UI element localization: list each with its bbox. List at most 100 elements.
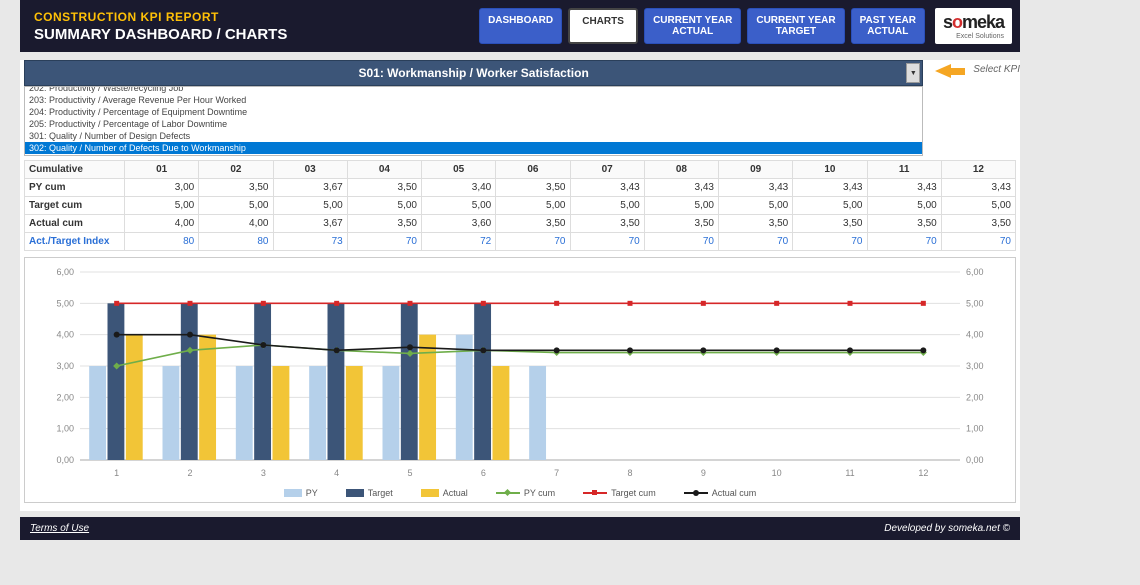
kpi-item[interactable]: 302: Quality / Number of Defects Due to … [25,142,922,154]
cell: 5,00 [719,197,793,215]
svg-text:6,00: 6,00 [966,267,984,277]
row-label: PY cum [25,179,125,197]
table-col-header: 10 [793,161,867,179]
kpi-item[interactable]: 205: Productivity / Percentage of Labor … [25,118,922,130]
nav-current-year-actual[interactable]: CURRENT YEARACTUAL [644,8,741,44]
cell: 3,60 [422,215,496,233]
legend-item: PY cum [496,488,555,498]
svg-text:0,00: 0,00 [966,455,984,465]
legend-item: Target [346,488,393,498]
cell: 3,43 [793,179,867,197]
cell: 3,50 [867,215,941,233]
footer-credit: Developed by someka.net © [884,523,1010,534]
table-row: Target cum5,005,005,005,005,005,005,005,… [25,197,1016,215]
table-col-header: 04 [347,161,421,179]
cell: 5,00 [644,197,718,215]
legend-label: PY cum [524,488,555,498]
cell: 4,00 [199,215,273,233]
cell: 5,00 [273,197,347,215]
kpi-item[interactable]: 301: Quality / Number of Design Defects [25,130,922,142]
legend-label: PY [306,488,318,498]
table-col-header: 02 [199,161,273,179]
cell: 5,00 [867,197,941,215]
cell: 5,00 [347,197,421,215]
cell: 3,43 [941,179,1015,197]
cell: 80 [125,233,199,251]
nav-current-year-target[interactable]: CURRENT YEARTARGET [747,8,844,44]
svg-text:4: 4 [334,468,339,478]
row-label: Target cum [25,197,125,215]
svg-text:11: 11 [845,468,854,478]
svg-text:1: 1 [114,468,119,478]
svg-text:4,00: 4,00 [966,330,984,340]
kpi-dropdown-button[interactable]: ▼ [906,63,920,83]
nav-charts[interactable]: CHARTS [568,8,638,44]
legend-swatch [421,489,439,497]
svg-text:2,00: 2,00 [966,392,984,402]
chart-legend: PYTargetActualPY cumTarget cumActual cum [29,488,1011,498]
svg-text:10: 10 [772,468,782,478]
svg-text:3,00: 3,00 [56,361,74,371]
cell: 3,00 [125,179,199,197]
legend-item: Target cum [583,488,656,498]
kpi-chart: 0,000,001,001,002,002,003,003,004,004,00… [24,257,1016,503]
table-col-header: 09 [719,161,793,179]
cell: 3,50 [941,215,1015,233]
table-row: PY cum3,003,503,673,503,403,503,433,433,… [25,179,1016,197]
cell: 70 [496,233,570,251]
svg-text:3,00: 3,00 [966,361,984,371]
svg-text:3: 3 [261,468,266,478]
cell: 3,50 [644,215,718,233]
cell: 70 [793,233,867,251]
legend-swatch [284,489,302,497]
footer: Terms of Use Developed by someka.net © [20,517,1020,540]
cell: 5,00 [496,197,570,215]
legend-label: Target cum [611,488,656,498]
cell: 3,43 [644,179,718,197]
svg-text:5,00: 5,00 [966,298,984,308]
svg-text:2: 2 [187,468,192,478]
terms-link[interactable]: Terms of Use [30,523,89,534]
table-row: Act./Target Index80807370727070707070707… [25,233,1016,251]
svg-text:6: 6 [481,468,486,478]
topbar: CONSTRUCTION KPI REPORT SUMMARY DASHBOAR… [20,0,1020,52]
cell: 5,00 [199,197,273,215]
cell: 3,50 [496,179,570,197]
kpi-item[interactable]: 203: Productivity / Average Revenue Per … [25,94,922,106]
nav-past-year-actual[interactable]: PAST YEARACTUAL [851,8,925,44]
cell: 3,67 [273,179,347,197]
report-title: CONSTRUCTION KPI REPORT [34,10,287,24]
page-title: SUMMARY DASHBOARD / CHARTS [34,26,287,43]
row-label: Act./Target Index [25,233,125,251]
svg-text:1,00: 1,00 [56,424,74,434]
svg-text:2,00: 2,00 [56,392,74,402]
cell: 3,50 [347,179,421,197]
cell: 3,40 [422,179,496,197]
logo-subtitle: Excel Solutions [943,33,1004,40]
svg-text:12: 12 [918,468,928,478]
table-row: Actual cum4,004,003,673,503,603,503,503,… [25,215,1016,233]
cell: 3,43 [867,179,941,197]
table-col-header: 08 [644,161,718,179]
kpi-list[interactable]: 202: Productivity / Waste/recycling Job2… [24,86,923,156]
legend-label: Target [368,488,393,498]
kpi-item[interactable]: 202: Productivity / Waste/recycling Job [25,86,922,94]
legend-swatch [346,489,364,497]
select-kpi-hint: Select KPI [973,64,1020,75]
logo-text: someka [943,12,1004,33]
cell: 3,50 [719,215,793,233]
legend-item: PY [284,488,318,498]
svg-text:4,00: 4,00 [56,330,74,340]
kpi-header-label: S01: Workmanship / Worker Satisfaction [359,66,589,80]
cell: 70 [644,233,718,251]
table-col-header: 06 [496,161,570,179]
kpi-item[interactable]: 204: Productivity / Percentage of Equipm… [25,106,922,118]
kpi-item[interactable]: 303: Quality / Number of Material Defect [25,154,922,156]
chevron-down-icon: ▼ [910,70,917,77]
svg-text:0,00: 0,00 [56,455,74,465]
cell: 3,67 [273,215,347,233]
cell: 5,00 [941,197,1015,215]
nav-dashboard[interactable]: DASHBOARD [479,8,562,44]
legend-line [496,492,520,494]
svg-text:7: 7 [554,468,559,478]
